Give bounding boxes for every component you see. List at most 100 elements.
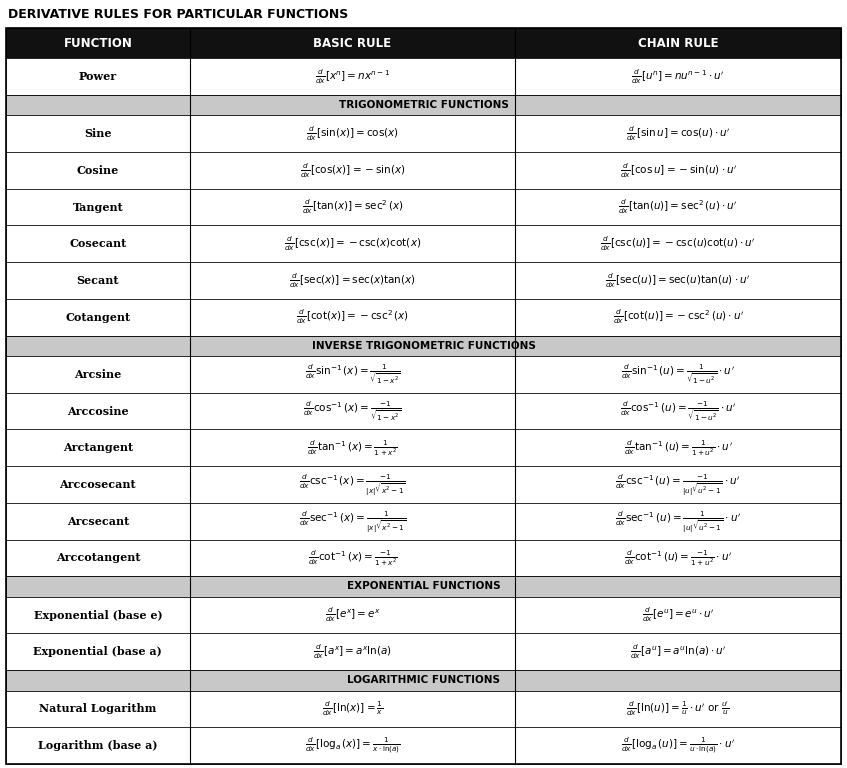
Bar bbox=[515, 28, 841, 58]
Text: INVERSE TRIGONOMETRIC FUNCTIONS: INVERSE TRIGONOMETRIC FUNCTIONS bbox=[312, 341, 535, 351]
Text: $\frac{d}{dx}[\tan(u)] = \sec^2(u)\cdot u'$: $\frac{d}{dx}[\tan(u)] = \sec^2(u)\cdot … bbox=[618, 198, 738, 217]
Bar bbox=[515, 262, 841, 299]
Bar bbox=[6, 336, 841, 356]
Text: $\frac{d}{dx}\tan^{-1}(x) = \frac{1}{1+x^2}$: $\frac{d}{dx}\tan^{-1}(x) = \frac{1}{1+x… bbox=[307, 438, 398, 458]
Bar bbox=[6, 540, 190, 576]
Bar bbox=[190, 58, 515, 95]
Bar bbox=[6, 299, 190, 336]
Bar bbox=[515, 690, 841, 727]
Text: LOGARITHMIC FUNCTIONS: LOGARITHMIC FUNCTIONS bbox=[347, 675, 500, 685]
Text: $\frac{d}{dx}[\ln(x)] = \frac{1}{x}$: $\frac{d}{dx}[\ln(x)] = \frac{1}{x}$ bbox=[322, 700, 383, 718]
Text: BASIC RULE: BASIC RULE bbox=[313, 37, 391, 50]
Bar bbox=[6, 690, 190, 727]
Bar bbox=[6, 226, 190, 262]
Text: Arccosecant: Arccosecant bbox=[59, 479, 136, 490]
Text: Arctangent: Arctangent bbox=[63, 442, 133, 453]
Bar bbox=[6, 356, 190, 392]
Text: $\frac{d}{dx}\cos^{-1}(x) = \frac{-1}{\sqrt{1-x^2}}$: $\frac{d}{dx}\cos^{-1}(x) = \frac{-1}{\s… bbox=[303, 399, 401, 422]
Text: $\frac{d}{dx}[\log_a(u)] = \frac{1}{u\cdot\ln(a)}\cdot u'$: $\frac{d}{dx}[\log_a(u)] = \frac{1}{u\cd… bbox=[621, 736, 735, 756]
Bar bbox=[190, 28, 515, 58]
Bar bbox=[6, 670, 841, 690]
Bar bbox=[6, 503, 190, 540]
Bar bbox=[515, 115, 841, 152]
Text: $\frac{d}{dx}[\csc(u)] = -\csc(u)\cot(u)\cdot u'$: $\frac{d}{dx}[\csc(u)] = -\csc(u)\cot(u)… bbox=[601, 234, 756, 253]
Text: CHAIN RULE: CHAIN RULE bbox=[638, 37, 718, 50]
Bar bbox=[190, 540, 515, 576]
Text: $\frac{d}{dx}[\ln(u)] = \frac{1}{u}\cdot u' \text{ or } \frac{u'}{u}$: $\frac{d}{dx}[\ln(u)] = \frac{1}{u}\cdot… bbox=[627, 700, 730, 718]
Text: TRIGONOMETRIC FUNCTIONS: TRIGONOMETRIC FUNCTIONS bbox=[339, 100, 508, 110]
Text: Tangent: Tangent bbox=[73, 202, 123, 213]
Bar bbox=[190, 115, 515, 152]
Text: Arccotangent: Arccotangent bbox=[56, 552, 140, 564]
Bar bbox=[6, 597, 190, 634]
Text: $\frac{d}{dx}[\sin u] = \cos(u)\cdot u'$: $\frac{d}{dx}[\sin u] = \cos(u)\cdot u'$ bbox=[626, 124, 730, 143]
Text: $\frac{d}{dx}\cot^{-1}(x) = \frac{-1}{1+x^2}$: $\frac{d}{dx}\cot^{-1}(x) = \frac{-1}{1+… bbox=[307, 548, 397, 568]
Text: $\frac{d}{dx}[a^u] = a^u\ln(a)\cdot u'$: $\frac{d}{dx}[a^u] = a^u\ln(a)\cdot u'$ bbox=[630, 643, 727, 661]
Text: $\frac{d}{dx}[e^u] = e^u\cdot u'$: $\frac{d}{dx}[e^u] = e^u\cdot u'$ bbox=[642, 606, 715, 624]
Bar bbox=[515, 727, 841, 764]
Bar bbox=[6, 576, 841, 597]
Bar bbox=[515, 356, 841, 392]
Bar bbox=[190, 503, 515, 540]
Bar bbox=[515, 429, 841, 466]
Bar bbox=[6, 429, 190, 466]
Bar bbox=[6, 727, 190, 764]
Text: Cosine: Cosine bbox=[77, 165, 119, 176]
Text: Arccosine: Arccosine bbox=[67, 406, 129, 416]
Text: $\frac{d}{dx}[a^x] = a^x\ln(a)$: $\frac{d}{dx}[a^x] = a^x\ln(a)$ bbox=[313, 643, 392, 661]
Bar bbox=[515, 634, 841, 670]
Bar bbox=[190, 262, 515, 299]
Text: $\frac{d}{dx}[x^n] = nx^{n-1}$: $\frac{d}{dx}[x^n] = nx^{n-1}$ bbox=[315, 68, 390, 86]
Text: $\frac{d}{dx}[\sec(u)] = \sec(u)\tan(u)\cdot u'$: $\frac{d}{dx}[\sec(u)] = \sec(u)\tan(u)\… bbox=[606, 271, 750, 290]
Text: $\frac{d}{dx}[\tan(x)] = \sec^2(x)$: $\frac{d}{dx}[\tan(x)] = \sec^2(x)$ bbox=[302, 198, 403, 217]
Bar bbox=[6, 152, 190, 189]
Text: $\frac{d}{dx}[u^n] = nu^{n-1}\cdot u'$: $\frac{d}{dx}[u^n] = nu^{n-1}\cdot u'$ bbox=[632, 68, 725, 86]
Bar bbox=[6, 189, 190, 226]
Bar bbox=[515, 392, 841, 429]
Bar bbox=[190, 634, 515, 670]
Bar bbox=[6, 95, 841, 115]
Bar bbox=[190, 727, 515, 764]
Text: $\frac{d}{dx}[\log_a(x)] = \frac{1}{x\cdot\ln(a)}$: $\frac{d}{dx}[\log_a(x)] = \frac{1}{x\cd… bbox=[305, 736, 401, 756]
Bar bbox=[515, 152, 841, 189]
Bar bbox=[6, 28, 190, 58]
Bar bbox=[515, 189, 841, 226]
Bar bbox=[190, 466, 515, 503]
Text: $\frac{d}{dx}\cos^{-1}(u) = \frac{-1}{\sqrt{1-u^2}}\cdot u'$: $\frac{d}{dx}\cos^{-1}(u) = \frac{-1}{\s… bbox=[620, 399, 736, 422]
Bar bbox=[190, 429, 515, 466]
Text: $\frac{d}{dx}\cot^{-1}(u) = \frac{-1}{1+u^2}\cdot u'$: $\frac{d}{dx}\cot^{-1}(u) = \frac{-1}{1+… bbox=[624, 548, 732, 568]
Bar bbox=[190, 690, 515, 727]
Bar bbox=[190, 152, 515, 189]
Bar bbox=[190, 597, 515, 634]
Text: Natural Logarithm: Natural Logarithm bbox=[39, 703, 157, 714]
Bar bbox=[6, 115, 190, 152]
Bar bbox=[190, 189, 515, 226]
Bar bbox=[515, 58, 841, 95]
Text: Arcsecant: Arcsecant bbox=[67, 515, 129, 527]
Text: Secant: Secant bbox=[76, 275, 119, 286]
Text: Power: Power bbox=[79, 71, 117, 82]
Text: $\frac{d}{dx}\sin^{-1}(u) = \frac{1}{\sqrt{1-u^2}}\cdot u'$: $\frac{d}{dx}\sin^{-1}(u) = \frac{1}{\sq… bbox=[621, 362, 735, 386]
Text: $\frac{d}{dx}[\cot(x)] = -\csc^2(x)$: $\frac{d}{dx}[\cot(x)] = -\csc^2(x)$ bbox=[296, 308, 409, 326]
Text: $\frac{d}{dx}[e^x] = e^x$: $\frac{d}{dx}[e^x] = e^x$ bbox=[324, 606, 380, 624]
Text: Cosecant: Cosecant bbox=[69, 238, 126, 250]
Text: Exponential (base e): Exponential (base e) bbox=[34, 610, 162, 621]
Text: $\frac{d}{dx}\tan^{-1}(u) = \frac{1}{1+u^2}\cdot u'$: $\frac{d}{dx}\tan^{-1}(u) = \frac{1}{1+u… bbox=[623, 438, 733, 458]
Bar bbox=[515, 503, 841, 540]
Bar bbox=[190, 392, 515, 429]
Bar bbox=[515, 226, 841, 262]
Text: Sine: Sine bbox=[84, 128, 112, 139]
Bar bbox=[190, 226, 515, 262]
Text: $\frac{d}{dx}\sin^{-1}(x) = \frac{1}{\sqrt{1-x^2}}$: $\frac{d}{dx}\sin^{-1}(x) = \frac{1}{\sq… bbox=[305, 362, 401, 386]
Bar bbox=[6, 392, 190, 429]
Bar bbox=[515, 540, 841, 576]
Text: $\frac{d}{dx}[\sin(x)] = \cos(x)$: $\frac{d}{dx}[\sin(x)] = \cos(x)$ bbox=[306, 124, 399, 143]
Text: $\frac{d}{dx}[\sec(x)] = \sec(x)\tan(x)$: $\frac{d}{dx}[\sec(x)] = \sec(x)\tan(x)$ bbox=[289, 271, 416, 290]
Text: DERIVATIVE RULES FOR PARTICULAR FUNCTIONS: DERIVATIVE RULES FOR PARTICULAR FUNCTION… bbox=[8, 8, 348, 21]
Text: $\frac{d}{dx}[\cos(x)] = -\sin(x)$: $\frac{d}{dx}[\cos(x)] = -\sin(x)$ bbox=[300, 161, 406, 180]
Bar bbox=[6, 262, 190, 299]
Bar bbox=[6, 58, 190, 95]
Bar bbox=[515, 597, 841, 634]
Text: $\frac{d}{dx}\csc^{-1}(x) = \frac{-1}{|x|\sqrt{x^2-1}}$: $\frac{d}{dx}\csc^{-1}(x) = \frac{-1}{|x… bbox=[299, 472, 406, 497]
Text: $\frac{d}{dx}[\cot(u)] = -\csc^2(u)\cdot u'$: $\frac{d}{dx}[\cot(u)] = -\csc^2(u)\cdot… bbox=[612, 308, 744, 326]
